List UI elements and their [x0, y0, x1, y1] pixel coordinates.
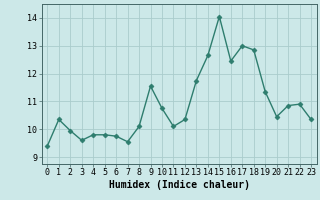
X-axis label: Humidex (Indice chaleur): Humidex (Indice chaleur)	[109, 180, 250, 190]
